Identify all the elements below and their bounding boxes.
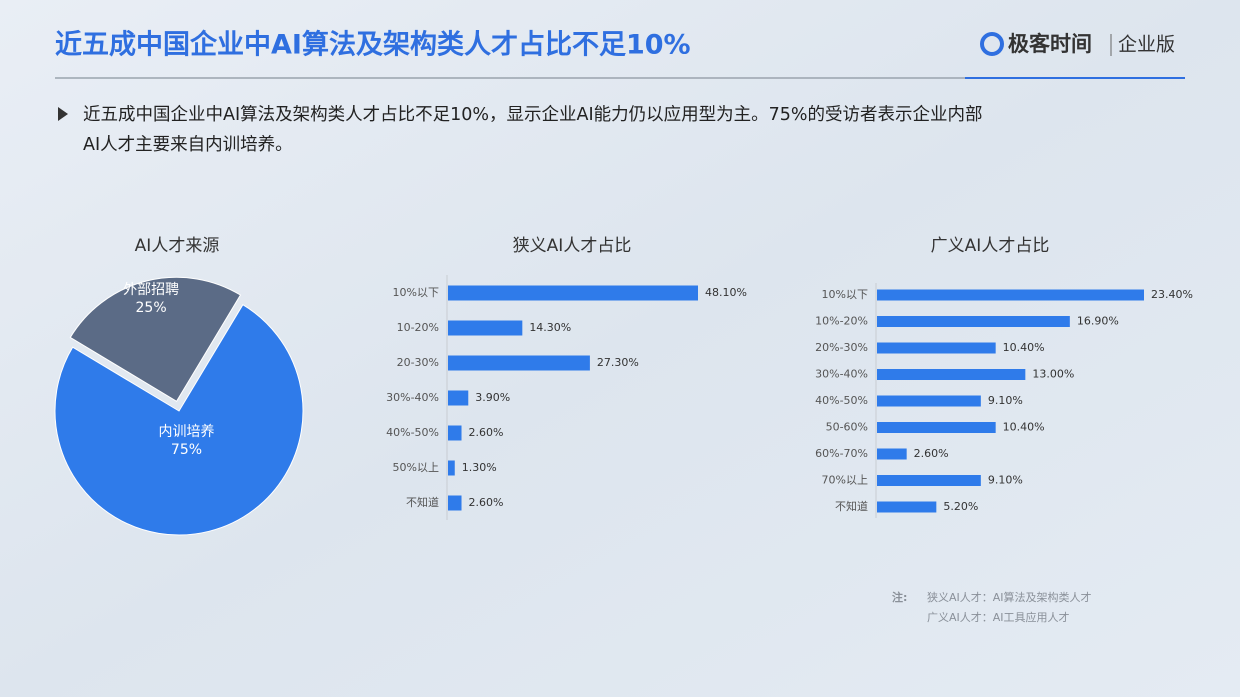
bar: [877, 475, 981, 486]
category-label: 不知道: [406, 495, 439, 509]
value-label: 27.30%: [597, 356, 639, 369]
chart-title: 狭义AI人才占比: [513, 236, 632, 256]
value-label: 1.30%: [462, 461, 497, 474]
bar: [448, 460, 455, 476]
category-label: 不知道: [835, 499, 868, 513]
logo-icon: [980, 32, 1004, 56]
note: 广义AI人才：AI工具应用人才: [927, 610, 1070, 624]
value-label: 5.20%: [943, 500, 978, 513]
category-label: 30%-40%: [386, 391, 439, 404]
value-label: 9.10%: [988, 474, 1023, 487]
category-label: 40%-50%: [815, 394, 868, 407]
category-label: 50-60%: [826, 421, 868, 434]
value-label: 13.00%: [1032, 368, 1074, 381]
value-label: 2.60%: [469, 496, 504, 509]
pie-slice: [54, 304, 304, 536]
note-label: 注:: [892, 590, 907, 604]
value-label: 10.40%: [1003, 421, 1045, 434]
bar: [877, 369, 1026, 380]
bullet-line: 近五成中国企业中AI算法及架构类人才占比不足10%，显示企业AI能力仍以应用型为…: [83, 105, 983, 125]
chart-title: AI人才来源: [135, 236, 220, 256]
chart-title: 广义AI人才占比: [931, 236, 1050, 256]
category-label: 10%-20%: [815, 315, 868, 328]
note: 狭义AI人才：AI算法及架构类人才: [927, 590, 1092, 604]
category-label: 70%以上: [822, 474, 868, 487]
bullet-line: AI人才主要来自内训培养。: [83, 135, 293, 155]
bar: [877, 395, 981, 407]
value-label: 9.10%: [988, 394, 1023, 407]
edition: 企业版: [1118, 34, 1175, 56]
bar: [877, 289, 1144, 301]
category-label: 20-30%: [397, 356, 439, 369]
value-label: 16.90%: [1077, 315, 1119, 328]
category-label: 10-20%: [397, 321, 439, 334]
bullet-icon: [58, 107, 68, 121]
slice-value: 75%: [171, 442, 202, 458]
pie-slice: [69, 276, 242, 402]
slide-title: 近五成中国企业中AI算法及架构类人才占比不足10%: [55, 29, 691, 61]
bar: [448, 390, 469, 406]
category-label: 20%-30%: [815, 341, 868, 354]
category-label: 60%-70%: [815, 447, 868, 460]
category-label: 50%以上: [393, 461, 439, 474]
value-label: 14.30%: [529, 321, 571, 334]
value-label: 2.60%: [914, 447, 949, 460]
bar: [448, 425, 462, 441]
category-label: 10%以下: [393, 286, 439, 299]
category-label: 30%-40%: [815, 368, 868, 381]
logo: 极客时间: [1008, 32, 1092, 56]
bar: [877, 448, 907, 460]
slice-label: 外部招聘: [123, 282, 179, 298]
category-label: 10%以下: [822, 288, 868, 301]
bar: [877, 422, 996, 433]
bar: [877, 501, 937, 513]
slice-label: 内训培养: [158, 424, 214, 440]
bar: [448, 355, 590, 371]
bar: [448, 285, 698, 301]
value-label: 3.90%: [475, 391, 510, 404]
bar: [877, 316, 1070, 327]
bar: [448, 495, 462, 511]
bar: [877, 342, 996, 354]
slice-value: 25%: [136, 300, 167, 316]
value-label: 23.40%: [1151, 288, 1193, 301]
value-label: 10.40%: [1003, 341, 1045, 354]
bar: [448, 320, 523, 336]
value-label: 2.60%: [469, 426, 504, 439]
category-label: 40%-50%: [386, 426, 439, 439]
value-label: 48.10%: [705, 286, 747, 299]
